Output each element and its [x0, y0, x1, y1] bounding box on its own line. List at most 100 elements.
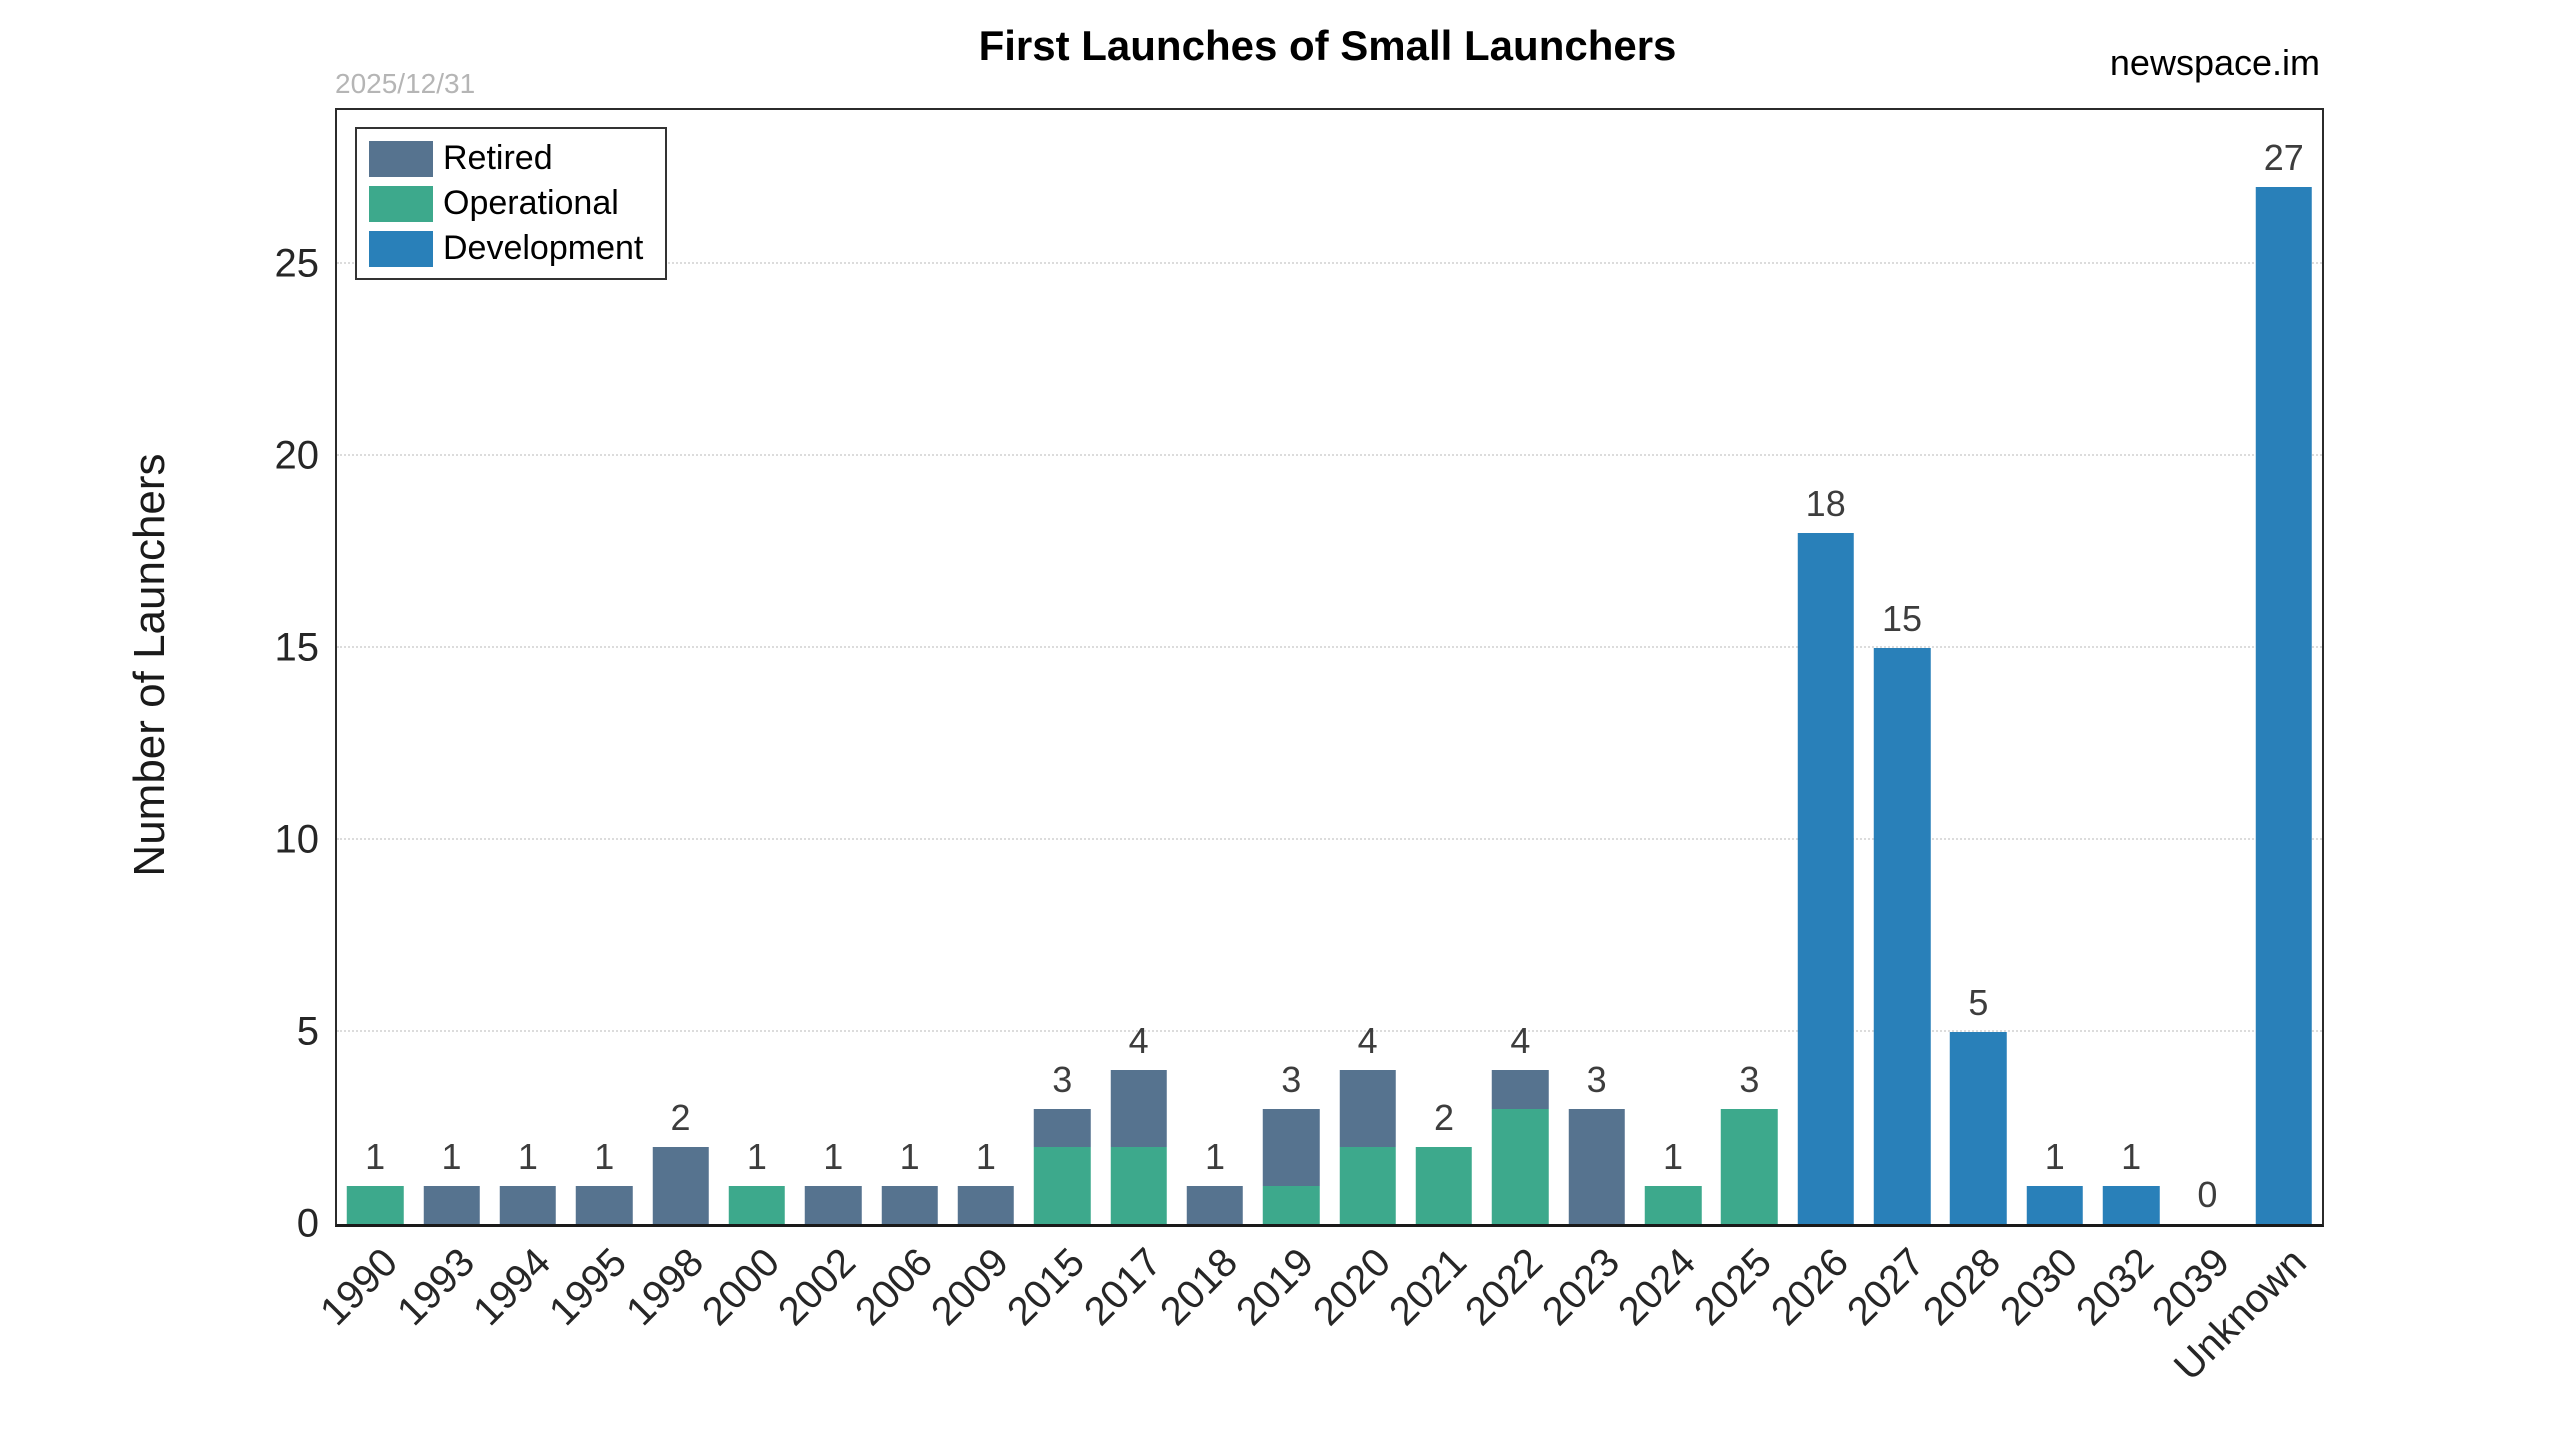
x-tick-label: 2020 [1304, 1240, 1399, 1335]
x-tick-label: 1998 [617, 1240, 712, 1335]
plot-area: 1 1990 1 1993 1 1994 1 1995 2 1998 1 2000 1 2002 1 2006… [275, 108, 2324, 1389]
x-tick-label: 2019 [1228, 1240, 1323, 1335]
bar-segment-retired [1186, 1185, 1244, 1224]
legend-label: Retired [443, 139, 553, 177]
bar-slot-2018: 1 2018 [1152, 110, 1253, 1334]
bar-slot-2028: 5 2028 [1915, 110, 2016, 1334]
bar-segment-development [2026, 1185, 2083, 1224]
bar-stack [2255, 186, 2313, 1224]
bar-stack [2026, 1185, 2083, 1224]
bar-stack [346, 1185, 404, 1224]
bar-slot-2024: 1 2024 [1610, 110, 1711, 1334]
legend-item-retired: Retired [369, 139, 643, 178]
bar-stack [1797, 532, 1854, 1224]
bar-segment-retired [499, 1185, 557, 1224]
bar-segment-retired [575, 1185, 633, 1224]
bar-slot-2032: 1 2032 [2068, 110, 2169, 1334]
gridline-25 [337, 261, 2322, 264]
bar-segment-operational [346, 1185, 404, 1224]
x-tick-label: 2025 [1686, 1240, 1781, 1335]
bar-slot-2030: 1 2030 [1992, 110, 2093, 1334]
x-tick-label: 1994 [464, 1240, 559, 1335]
x-tick-label: 2015 [999, 1240, 1094, 1335]
legend-swatch-icon [369, 185, 433, 222]
bar-slot-2026: 18 2026 [1763, 110, 1864, 1334]
bar-segment-operational [1339, 1147, 1396, 1225]
bar-segment-operational [1644, 1185, 1702, 1224]
x-tick-label: 2028 [1915, 1240, 2010, 1335]
bar-segment-retired [1034, 1108, 1091, 1148]
bar-segment-retired [881, 1185, 938, 1224]
legend-label: Development [443, 229, 644, 267]
bar-value-label: 1 [365, 1135, 386, 1177]
bar-value-label: 1 [2044, 1135, 2065, 1177]
bar-slot-2021: 2 2021 [1381, 110, 1482, 1334]
bar-stack [1186, 1185, 1244, 1224]
bar-value-label: 4 [1510, 1020, 1531, 1062]
bar-stack [2102, 1185, 2160, 1224]
x-tick-label: 2024 [1610, 1240, 1705, 1335]
bar-segment-operational [1415, 1147, 1473, 1224]
bar-stack [1415, 1147, 1473, 1224]
bar-value-label: 27 [2263, 136, 2304, 178]
x-tick-label: 2022 [1457, 1240, 1552, 1335]
bar-slot-2025: 3 2025 [1686, 110, 1787, 1334]
bar-stack [881, 1185, 938, 1224]
legend-item-operational: Operational [369, 184, 643, 223]
bar-slot-2023: 3 2023 [1534, 110, 1635, 1334]
x-tick-label: 2032 [2068, 1240, 2163, 1335]
x-tick-label: 2017 [1075, 1240, 1170, 1335]
bar-stack [1950, 1031, 2007, 1224]
bar-stack [1644, 1185, 1702, 1224]
bar-stack [1721, 1108, 1778, 1224]
bar-slot-2009: 1 2009 [923, 110, 1024, 1334]
chart-title: First Launches of Small Launchers [978, 22, 1677, 69]
x-tick-label: 2027 [1839, 1240, 1934, 1335]
bar-value-label: 1 [1663, 1135, 1684, 1177]
bar-segment-operational [1263, 1185, 1320, 1224]
bar-value-label: 3 [1586, 1058, 1607, 1100]
y-tick-label: 0 [296, 1201, 319, 1246]
bar-value-label: 15 [1882, 597, 1923, 639]
bar-slot-1990: 1 1990 [312, 110, 413, 1334]
x-tick-label: 1995 [541, 1240, 636, 1335]
y-tick-label: 10 [274, 817, 320, 862]
bar-value-label: 1 [1204, 1135, 1225, 1177]
bar-stack [1568, 1108, 1625, 1224]
gridline-15 [337, 645, 2322, 648]
bar-segment-retired [1339, 1070, 1396, 1148]
bar-value-label: 2 [1433, 1097, 1454, 1139]
bar-slot-2002: 1 2002 [770, 110, 871, 1334]
date-watermark: 2025/12/31 [335, 68, 476, 99]
legend-item-development: Development [369, 229, 643, 268]
bar-segment-retired [1110, 1070, 1167, 1148]
brand-text: newspace.im [2109, 42, 2320, 83]
bar-value-label: 4 [1128, 1020, 1149, 1062]
bar-segment-operational [1034, 1147, 1091, 1224]
y-tick-label: 5 [296, 1009, 319, 1054]
x-tick-label: 2006 [846, 1240, 941, 1335]
bar-segment-retired [1568, 1108, 1625, 1224]
gridline-20 [337, 453, 2322, 456]
bar-value-label: 2 [670, 1097, 691, 1139]
bar-segment-retired [1263, 1108, 1320, 1186]
y-tick-label: 20 [274, 433, 320, 478]
bar-stack [957, 1185, 1015, 1224]
bar-value-label: 3 [1052, 1058, 1073, 1100]
bar-value-label: 1 [441, 1135, 462, 1177]
bar-stack [1034, 1108, 1091, 1224]
bar-value-label: 1 [2121, 1135, 2142, 1177]
x-tick-label: 1993 [388, 1240, 483, 1335]
bar-segment-retired [804, 1185, 862, 1224]
gridline-10 [337, 837, 2322, 840]
bar-stack [804, 1185, 862, 1224]
bar-slot-2006: 1 2006 [847, 110, 947, 1334]
bar-value-label: 4 [1357, 1020, 1378, 1062]
bar-value-label: 1 [823, 1135, 844, 1177]
legend: Retired Operational Development [355, 127, 668, 280]
legend-swatch-icon [369, 140, 433, 177]
bar-slot-2017: 4 2017 [1076, 110, 1176, 1334]
bar-slot-1998: 2 1998 [618, 110, 718, 1334]
bar-segment-operational [728, 1185, 786, 1224]
